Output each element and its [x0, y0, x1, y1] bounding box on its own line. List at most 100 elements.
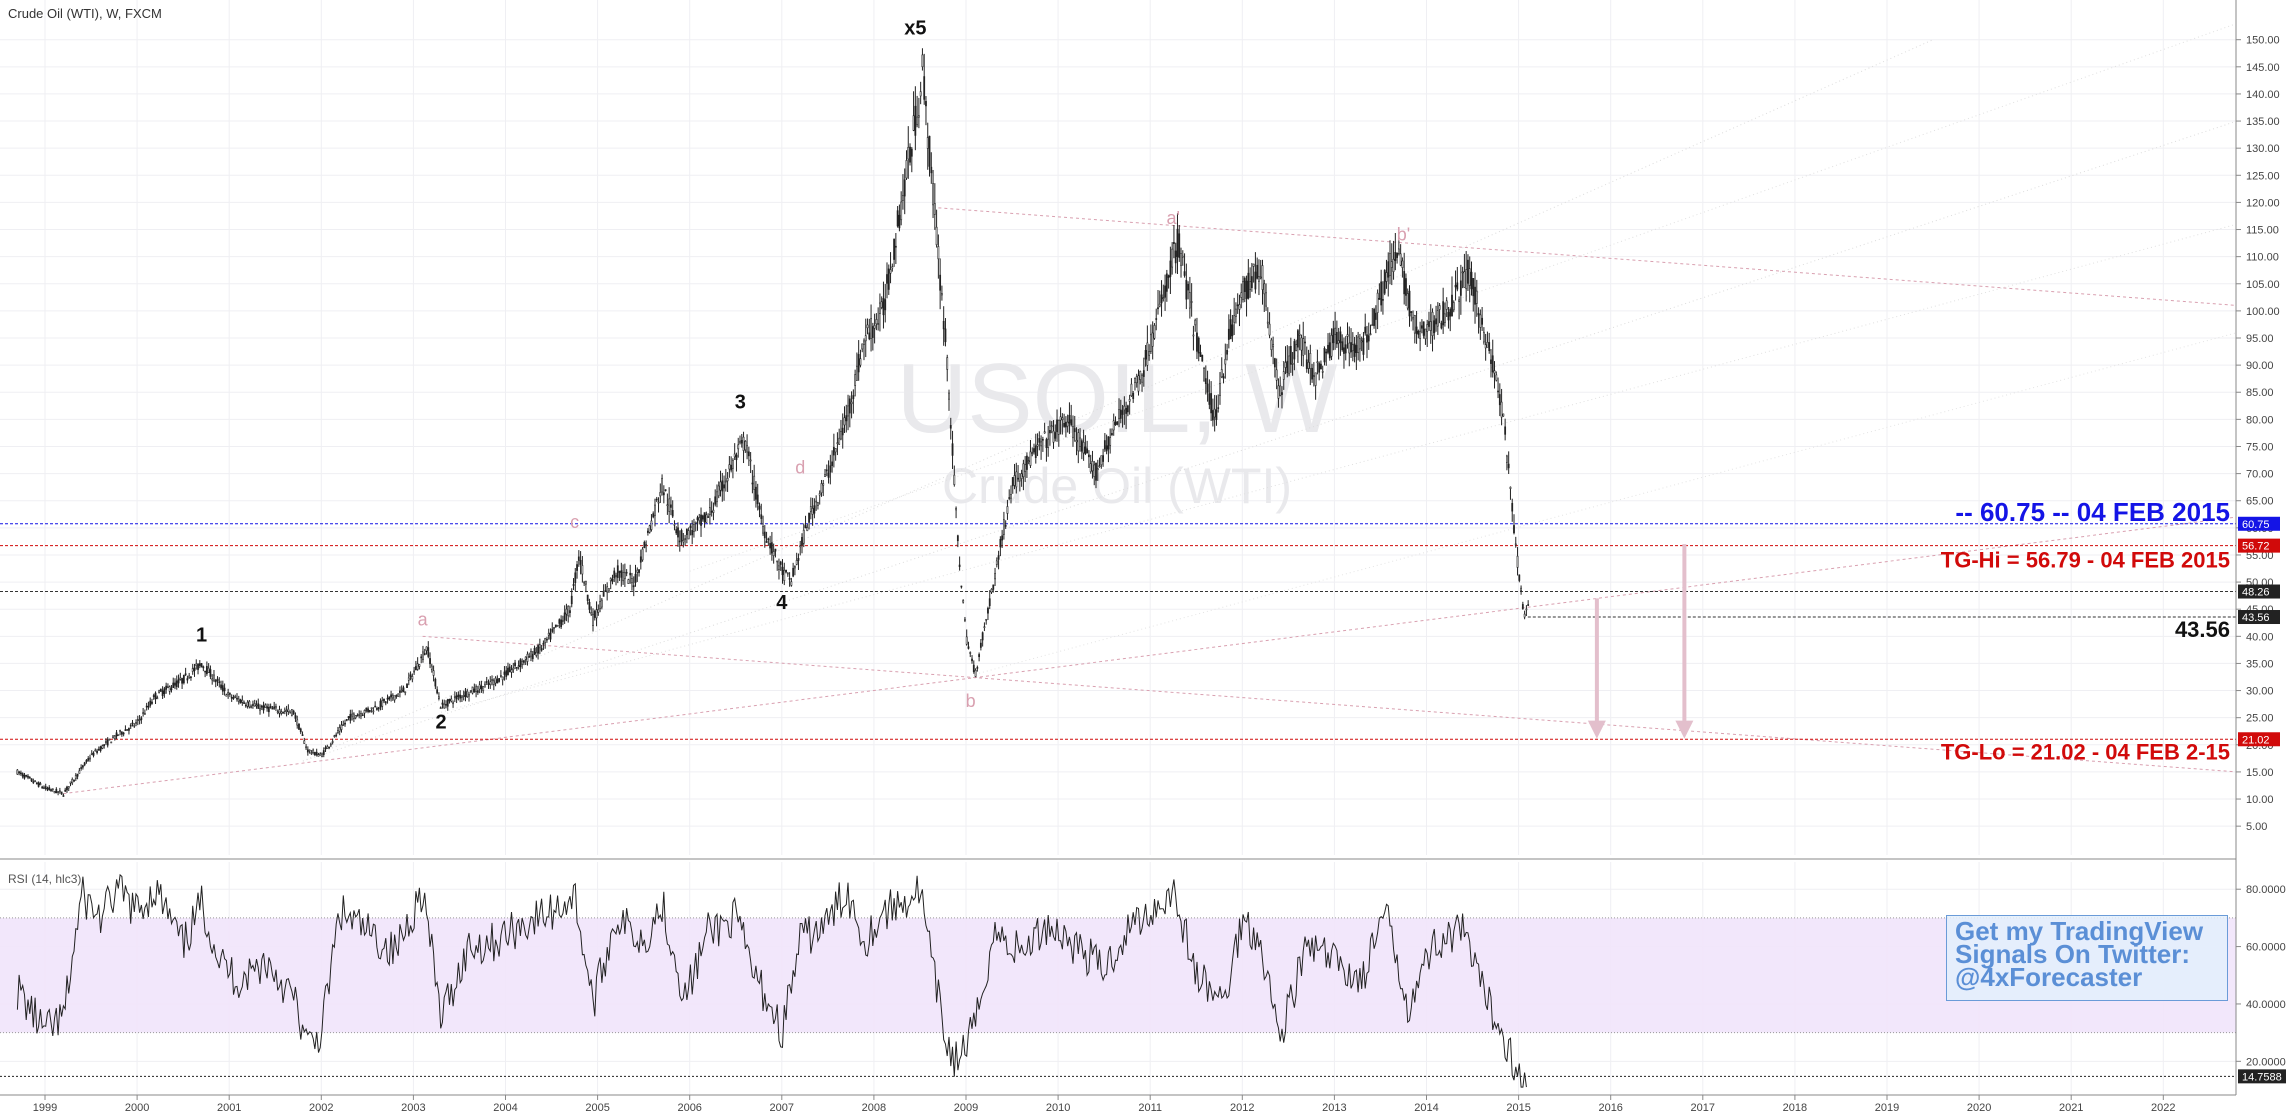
candle-body — [1502, 413, 1505, 417]
candle-body — [411, 676, 414, 680]
candle-body — [902, 195, 904, 201]
x-tick-label: 2001 — [217, 1102, 241, 1114]
candle-body — [106, 739, 109, 746]
candle-body — [308, 749, 311, 752]
candle-body — [645, 544, 648, 546]
candle-body — [1382, 299, 1384, 301]
candle-body — [868, 332, 871, 340]
candle-body — [546, 638, 548, 641]
candle-body — [528, 656, 531, 658]
x-tick-label: 2022 — [2151, 1102, 2175, 1114]
candle-body — [1470, 271, 1473, 290]
candle-body — [1428, 321, 1430, 327]
candle-body — [322, 750, 325, 755]
candle-body — [423, 653, 426, 656]
candle-body — [971, 658, 973, 662]
candle-body — [1178, 233, 1181, 258]
candle-body — [184, 673, 187, 676]
candle-body — [990, 588, 993, 593]
candle-body — [685, 528, 688, 535]
level-annotation: TG-Lo = 21.02 - 04 FEB 2-15 — [1941, 739, 2230, 764]
candle-body — [668, 498, 671, 512]
candle-body — [1258, 276, 1260, 282]
candle-body — [941, 293, 943, 296]
candle-body — [87, 758, 90, 761]
candle-body — [1091, 461, 1094, 472]
candle-body — [939, 274, 942, 291]
candle-body — [99, 746, 102, 751]
x-tick-label: 2005 — [585, 1102, 609, 1114]
candle-body — [1371, 324, 1374, 327]
candle-body — [577, 556, 580, 561]
candle-body — [41, 786, 44, 789]
candle-body — [1332, 328, 1335, 344]
candle-body — [418, 664, 421, 667]
candle-body — [1475, 290, 1478, 304]
candle-body — [1330, 334, 1333, 357]
candle-body — [712, 509, 715, 513]
candle-body — [92, 752, 95, 756]
candle-body — [774, 548, 777, 552]
candle-body — [1031, 452, 1034, 454]
candle-body — [631, 578, 633, 584]
level-tag — [2238, 516, 2280, 531]
candle-body — [1497, 390, 1499, 393]
candle-body — [499, 674, 502, 677]
candle-body — [1056, 419, 1058, 433]
candle-body — [1484, 344, 1487, 349]
candle-body — [473, 688, 476, 693]
candle-body — [1376, 292, 1379, 313]
candle-body — [1210, 393, 1213, 414]
candle-body — [399, 690, 401, 693]
candle-body — [781, 566, 784, 576]
candle-body — [376, 708, 378, 710]
candle-body — [735, 454, 738, 461]
candle-body — [1270, 339, 1273, 350]
candle-body — [1103, 440, 1106, 450]
level-texts: -- 60.75 -- 04 FEB 2015 TG-Hi = 56.79 - 0… — [1941, 497, 2230, 764]
candle-body — [82, 765, 84, 768]
candle-body — [579, 559, 582, 565]
candle-body — [329, 743, 332, 746]
candle-body — [344, 722, 346, 725]
y-tick-label: 95.00 — [2246, 333, 2274, 345]
candle-body — [1444, 313, 1446, 323]
candle-body — [524, 656, 527, 660]
candle-body — [326, 746, 329, 749]
candle-body — [778, 565, 780, 570]
candle-body — [1344, 344, 1347, 354]
candle-body — [1277, 385, 1280, 399]
candle-body — [1199, 352, 1202, 357]
candle-body — [654, 504, 656, 516]
candle-body — [1364, 326, 1367, 334]
candle-body — [694, 521, 697, 524]
candle-body — [1180, 253, 1182, 266]
candle-body — [1080, 440, 1083, 452]
candle-body — [253, 703, 256, 707]
candle-body — [921, 54, 924, 68]
candle-body — [999, 538, 1002, 548]
candle-body — [1139, 370, 1142, 381]
candle-body — [873, 325, 876, 329]
candle-body — [542, 642, 545, 645]
candle-body — [1033, 448, 1035, 453]
candle-body — [708, 507, 711, 516]
candle-body — [377, 707, 380, 710]
candle-body — [450, 698, 453, 702]
candle-body — [572, 584, 575, 586]
candle-body — [310, 752, 313, 754]
candle-body — [804, 525, 807, 528]
candle-body — [964, 618, 966, 621]
candle-body — [671, 510, 674, 517]
candle-body — [935, 226, 938, 246]
candle-body — [556, 624, 559, 627]
candle-body — [730, 464, 733, 471]
candle-body — [1010, 494, 1012, 499]
candle-body — [1438, 305, 1441, 310]
candle-body — [1247, 272, 1250, 299]
candle-body — [1219, 383, 1221, 396]
candle-body — [602, 591, 605, 597]
candle-body — [46, 788, 49, 790]
candle-body — [110, 741, 113, 744]
